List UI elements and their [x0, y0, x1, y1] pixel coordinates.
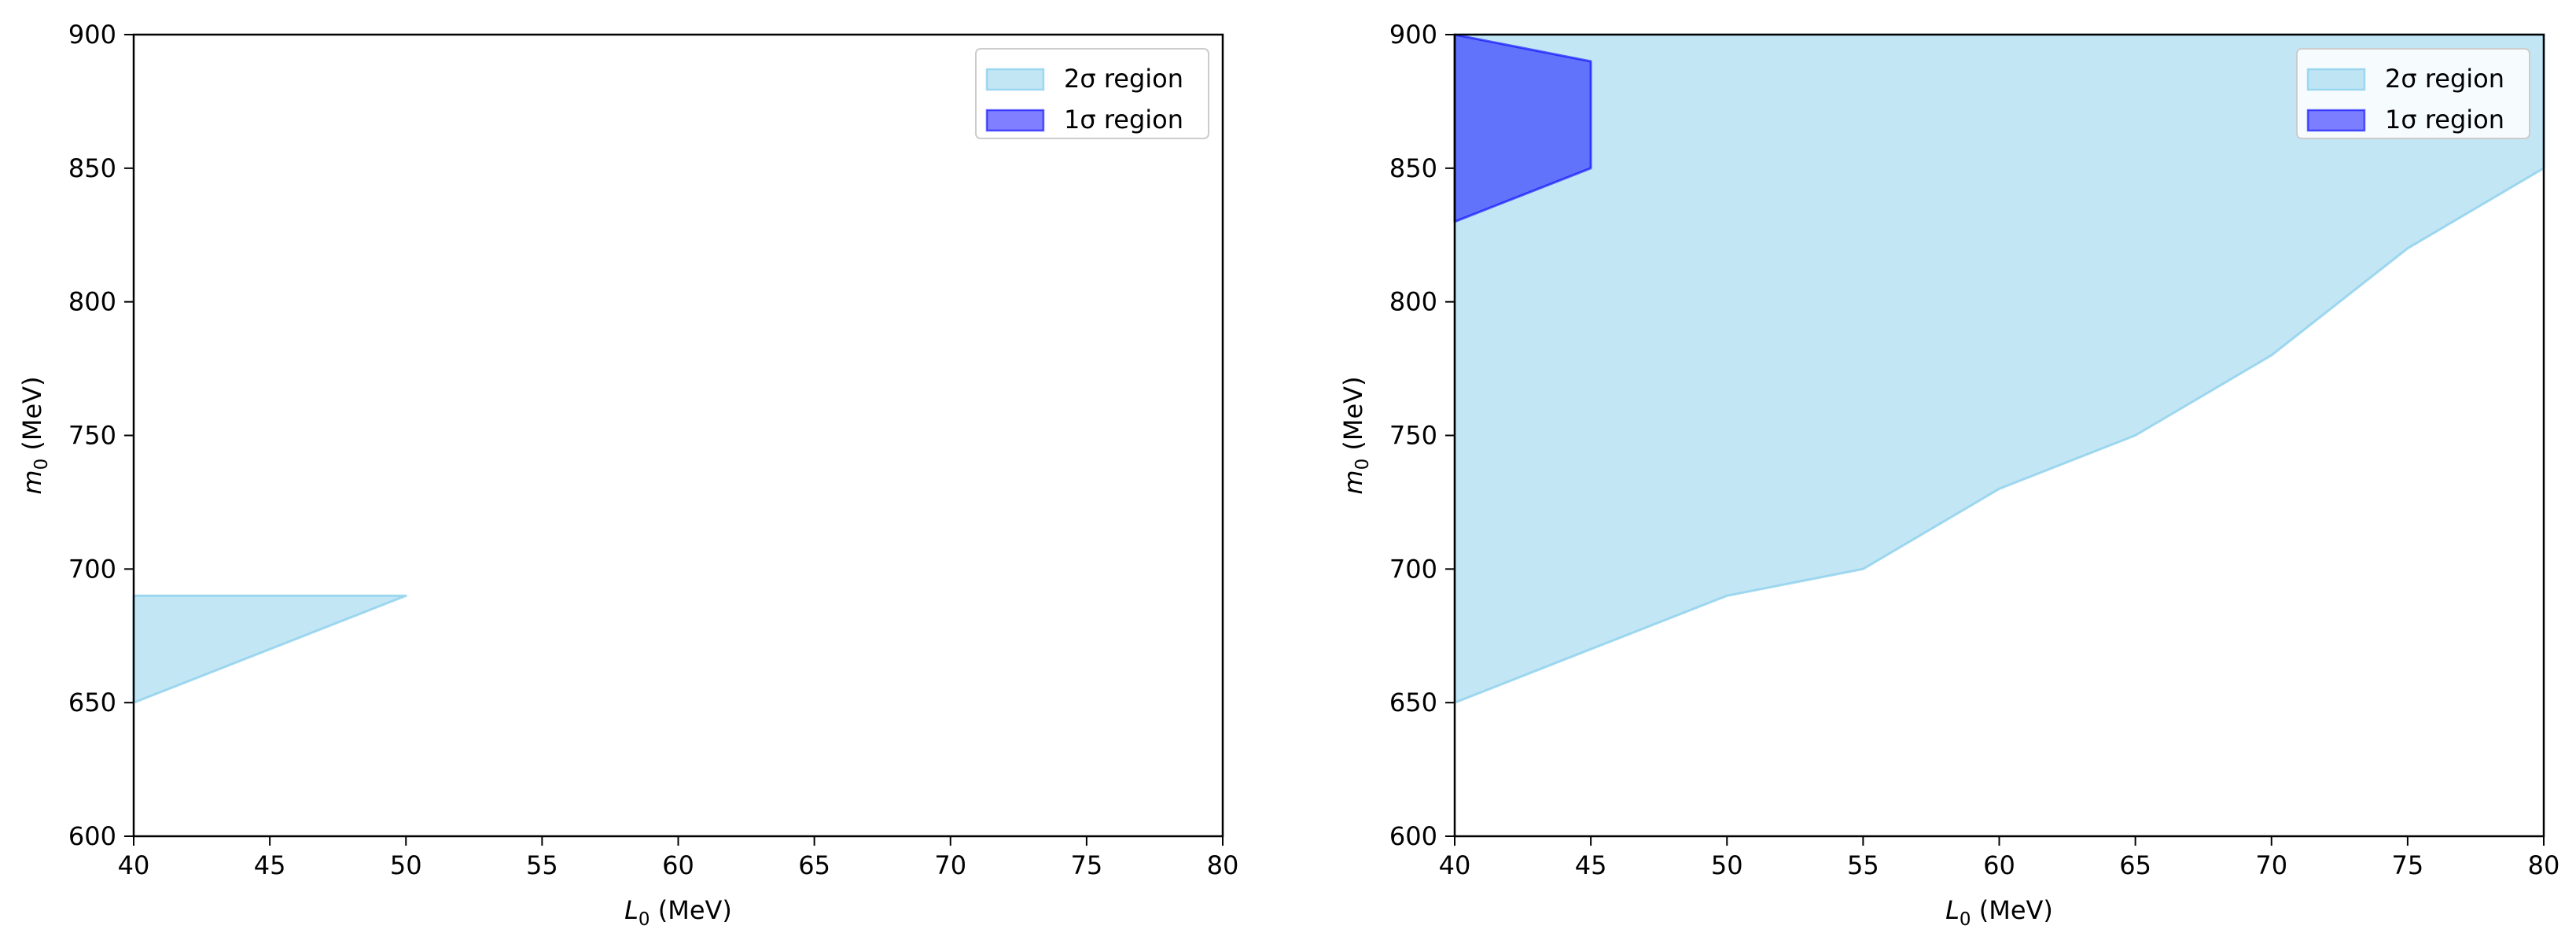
x-tick-label: 60	[1983, 850, 2015, 880]
y-tick-label: 750	[68, 421, 116, 451]
x-tick-label: 80	[1207, 850, 1239, 880]
y-tick-label: 600	[1389, 821, 1437, 851]
x-tick-label: 65	[2119, 850, 2151, 880]
legend-label: 1σ region	[2385, 105, 2504, 135]
x-tick-label: 45	[1575, 850, 1607, 880]
x-tick-label: 60	[662, 850, 694, 880]
x-tick-label: 55	[1847, 850, 1879, 880]
legend: 2σ region 1σ region	[975, 48, 1209, 139]
x-tick-label: 50	[1711, 850, 1743, 880]
x-tick-label: 40	[118, 850, 150, 880]
y-tick-label: 600	[68, 821, 116, 851]
chart-panel-1: 40 45 50 55 60 65 70 75 80 600 650 700 750 800 850 900 L…	[17, 20, 1238, 930]
x-tick-label: 50	[390, 850, 422, 880]
y-tick-label: 750	[1389, 421, 1437, 451]
y-tick-label: 850	[1389, 153, 1437, 183]
y-tick-label: 700	[68, 554, 116, 584]
x-axis-label: L0 (MeV)	[624, 895, 732, 930]
x-tick-label: 80	[2528, 850, 2560, 880]
legend-swatch	[2306, 109, 2366, 132]
y-tick-label: 650	[1389, 688, 1437, 717]
x-tick-label: 65	[798, 850, 830, 880]
x-tick-label: 55	[526, 850, 558, 880]
y-tick-label: 800	[1389, 287, 1437, 317]
y-tick-label: 800	[68, 287, 116, 317]
y-tick-label: 850	[68, 153, 116, 183]
x-tick-label: 45	[254, 850, 286, 880]
legend: 2σ region 1σ region	[2296, 48, 2530, 139]
x-tick-label: 70	[934, 850, 966, 880]
legend-label: 2σ region	[1064, 64, 1183, 94]
y-tick-label: 700	[1389, 554, 1437, 584]
y-tick-label: 900	[1389, 20, 1437, 50]
chart-panel-2: 40 45 50 55 60 65 70 75 80 600 650 700 750 800 850 900 L…	[1338, 20, 2559, 930]
y-axis-label: m0 (MeV)	[17, 376, 52, 494]
legend-swatch	[2306, 68, 2366, 91]
x-tick-label: 70	[2255, 850, 2287, 880]
legend-swatch	[985, 109, 1045, 132]
legend-label: 1σ region	[1064, 105, 1183, 135]
x-tick-label: 75	[1071, 850, 1103, 880]
x-tick-label: 75	[2392, 850, 2424, 880]
legend-swatch	[985, 68, 1045, 91]
y-tick-label: 900	[68, 20, 116, 50]
x-axis-label: L0 (MeV)	[1945, 895, 2053, 930]
region-2sigma-1	[132, 594, 407, 704]
y-tick-label: 650	[68, 688, 116, 717]
x-tick-label: 40	[1439, 850, 1471, 880]
axes-frame	[132, 33, 1224, 838]
legend-label: 2σ region	[2385, 64, 2504, 94]
y-axis-label: m0 (MeV)	[1338, 376, 1373, 494]
